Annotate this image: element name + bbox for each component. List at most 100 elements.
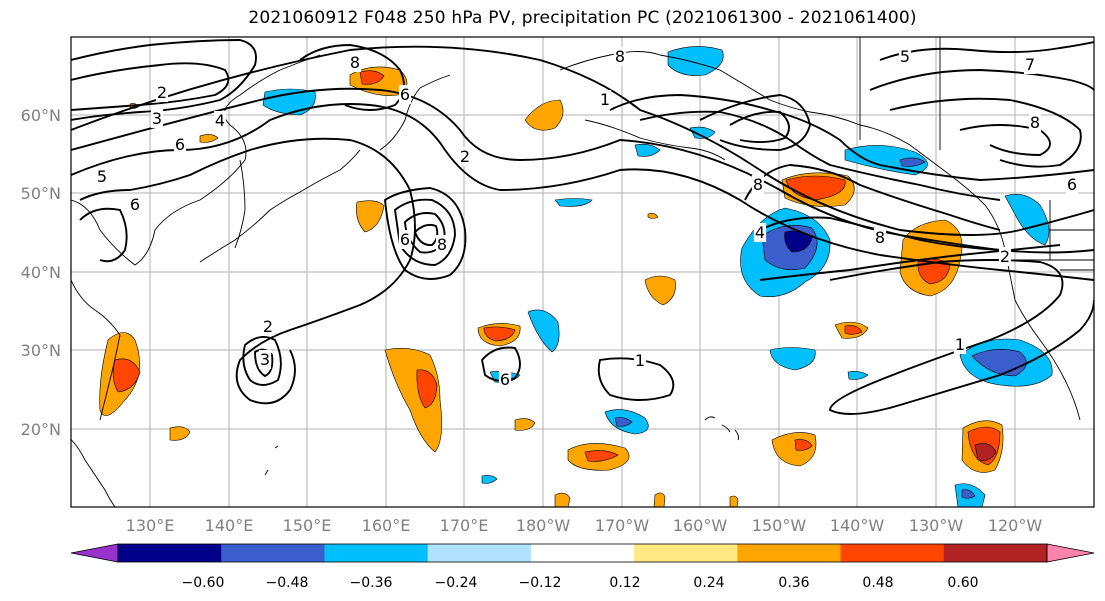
- colorbar-segments: [70, 543, 1095, 563]
- colorbar-tick-label: −0.12: [519, 575, 562, 591]
- contour-label-backing: [898, 47, 912, 66]
- contour-label-backing: [1023, 55, 1037, 74]
- contour-label-backing: [953, 335, 967, 354]
- lon-label: 160°W: [673, 516, 728, 535]
- colorbar-tick-label: −0.48: [266, 575, 309, 591]
- lon-label: 140°W: [830, 516, 885, 535]
- contour-label-backing: [398, 230, 412, 249]
- svg-text:1: 1: [600, 90, 610, 109]
- longitude-labels: 130°E 140°E 150°E 160°E 170°E 180°W 170°…: [126, 516, 1043, 535]
- svg-text:8: 8: [875, 228, 885, 247]
- svg-text:2: 2: [157, 83, 167, 102]
- svg-text:6: 6: [400, 230, 410, 249]
- contour-label-backing: [998, 247, 1012, 266]
- colorbar-segment: [530, 544, 635, 562]
- svg-text:7: 7: [1025, 55, 1035, 74]
- svg-text:1: 1: [955, 335, 965, 354]
- lat-label: 20°N: [21, 420, 61, 439]
- contour-label-backing: [155, 83, 169, 102]
- colorbar: −0.60 −0.48 −0.36 −0.24 −0.12 0.12 0.24 …: [70, 543, 1095, 591]
- svg-text:4: 4: [215, 111, 225, 130]
- colorbar-tick-labels: −0.60 −0.48 −0.36 −0.24 −0.12 0.12 0.24 …: [182, 575, 979, 591]
- colorbar-segment: [427, 544, 532, 562]
- contour-label-backing: [1028, 113, 1042, 132]
- colorbar-tick-label: −0.60: [182, 575, 225, 591]
- map-frame: [70, 36, 1095, 508]
- colorbar-outline: [117, 543, 1048, 563]
- contour-label-backing: [150, 109, 164, 128]
- svg-text:8: 8: [1030, 113, 1040, 132]
- colorbar-tick-label: 0.48: [862, 575, 893, 591]
- colorbar-segment: [324, 544, 429, 562]
- contour-label-backing: [348, 53, 362, 72]
- lat-label: 30°N: [21, 341, 61, 360]
- colorbar-segment: [634, 544, 738, 562]
- svg-text:8: 8: [615, 47, 625, 66]
- colorbar-extend-high: [1046, 543, 1095, 563]
- svg-text:2: 2: [1000, 247, 1010, 266]
- colorbar-tick-label: 0.12: [609, 575, 640, 591]
- pv-contour-labels: 8 6 4 3 2 6 5 6 2 6 8 2 3 8 1 1 8 8 2 1 …: [95, 47, 1079, 389]
- colorbar-tick-label: −0.36: [350, 575, 393, 591]
- colorbar-extend-low: [70, 543, 119, 563]
- colorbar-tick-label: −0.24: [435, 575, 478, 591]
- contour-label-backing: [753, 223, 767, 242]
- lon-label: 170°E: [440, 516, 489, 535]
- lon-label: 140°E: [205, 516, 254, 535]
- svg-text:6: 6: [175, 135, 185, 154]
- contour-label-backing: [633, 351, 647, 370]
- svg-text:5: 5: [900, 47, 910, 66]
- contour-label-backing: [435, 235, 449, 254]
- colorbar-tick-label: 0.36: [778, 575, 809, 591]
- svg-text:1: 1: [635, 351, 645, 370]
- svg-text:4: 4: [755, 223, 765, 242]
- lon-label: 170°W: [595, 516, 650, 535]
- svg-text:8: 8: [753, 175, 763, 194]
- contour-label-backing: [751, 175, 765, 194]
- contour-label-backing: [458, 147, 472, 166]
- map-title: 2021060912 F048 250 hPa PV, precipitatio…: [248, 8, 917, 28]
- contour-label-backing: [598, 90, 612, 109]
- colorbar-segment: [221, 544, 325, 562]
- contour-label-backing: [873, 228, 887, 247]
- coastlines: [71, 37, 1094, 507]
- colorbar-segment: [943, 544, 1048, 562]
- contour-label-backing: [498, 370, 512, 389]
- lat-label: 60°N: [21, 106, 61, 125]
- lon-label: 180°W: [516, 516, 571, 535]
- contour-label-backing: [398, 85, 412, 104]
- graticule: [71, 37, 1094, 507]
- svg-text:8: 8: [437, 235, 447, 254]
- svg-text:6: 6: [130, 195, 140, 214]
- colorbar-segment: [118, 544, 222, 562]
- contour-label-backing: [173, 135, 187, 154]
- lon-label: 120°W: [988, 516, 1043, 535]
- lon-label: 130°W: [909, 516, 964, 535]
- svg-text:5: 5: [97, 167, 107, 186]
- contour-label-backing: [1065, 175, 1079, 194]
- svg-text:3: 3: [260, 350, 270, 369]
- contour-label-backing: [258, 350, 272, 369]
- lon-label: 150°E: [283, 516, 332, 535]
- lon-label: 150°W: [752, 516, 807, 535]
- svg-text:3: 3: [152, 109, 162, 128]
- svg-text:2: 2: [460, 147, 470, 166]
- contour-label-backing: [213, 111, 227, 130]
- svg-text:6: 6: [400, 85, 410, 104]
- lat-label: 50°N: [21, 184, 61, 203]
- svg-text:8: 8: [350, 53, 360, 72]
- colorbar-segment: [840, 544, 945, 562]
- contour-label-backing: [261, 317, 275, 336]
- contour-label-backing: [95, 167, 109, 186]
- lat-label: 40°N: [21, 263, 61, 282]
- svg-text:6: 6: [500, 370, 510, 389]
- colorbar-tick-label: 0.24: [693, 575, 724, 591]
- colorbar-tick-label: 0.60: [947, 575, 978, 591]
- svg-text:6: 6: [1067, 175, 1077, 194]
- svg-text:2: 2: [263, 317, 273, 336]
- lon-label: 160°E: [362, 516, 411, 535]
- latitude-labels: 60°N 50°N 40°N 30°N 20°N: [21, 106, 61, 439]
- contour-label-backing: [128, 195, 142, 214]
- contour-label-backing: [613, 47, 627, 66]
